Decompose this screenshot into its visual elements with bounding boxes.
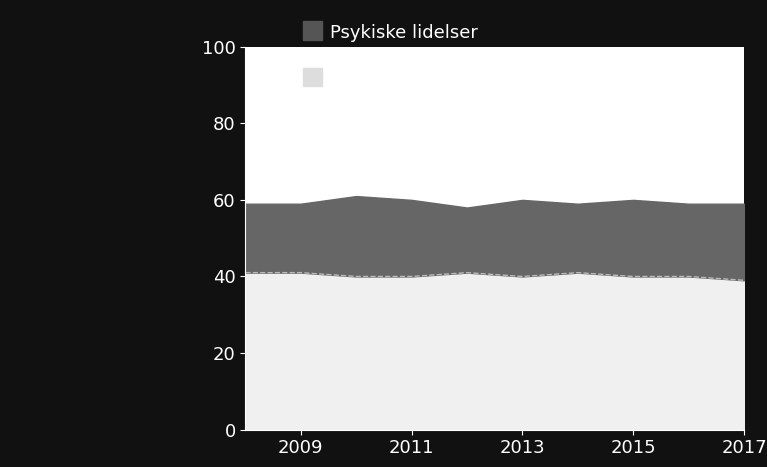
Text: Muskel/skjelettlidelser: Muskel/skjelettlidelser <box>330 71 530 88</box>
Text: Psykiske lidelser: Psykiske lidelser <box>330 24 478 42</box>
Text: prosentvis fordeling: prosentvis fordeling <box>330 122 509 140</box>
